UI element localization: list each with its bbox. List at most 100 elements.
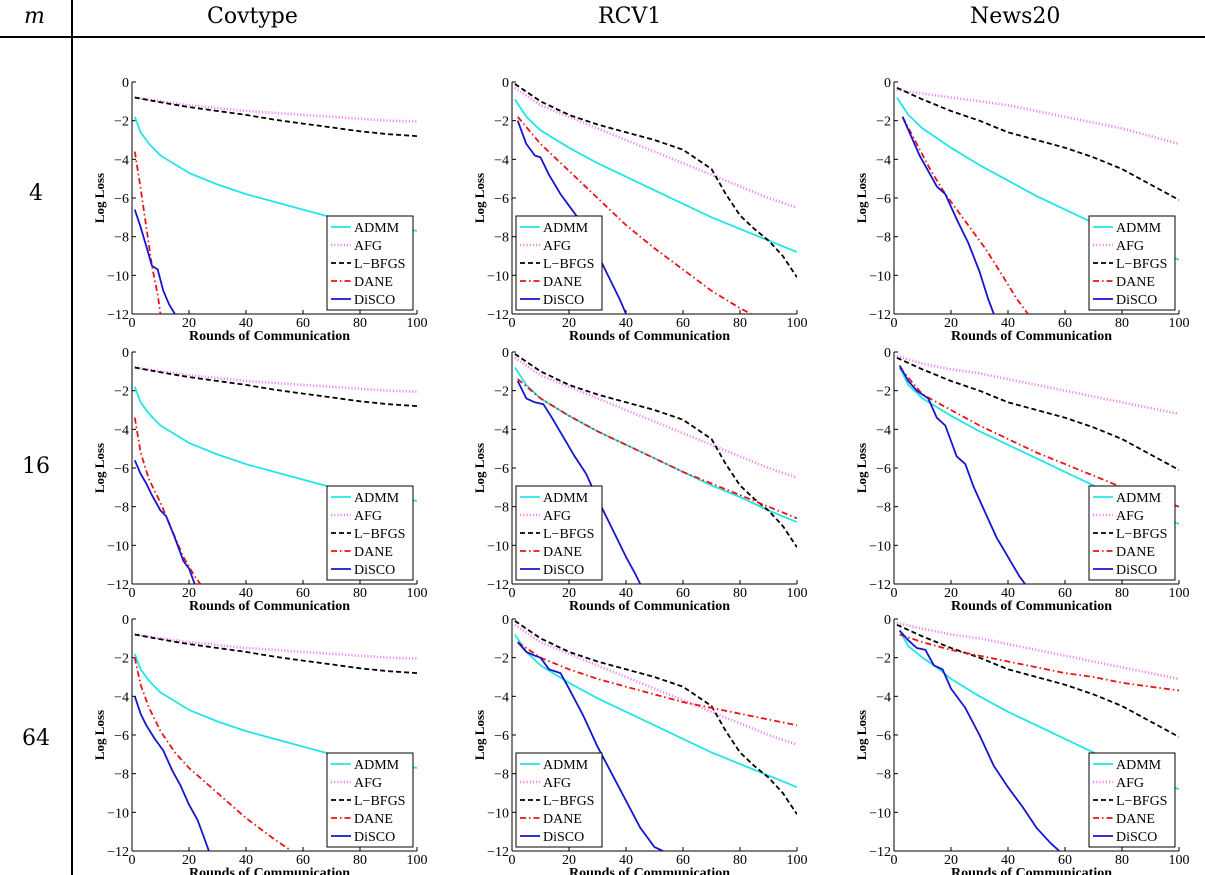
panel-r1c2-x-tick-label: 80 <box>1115 586 1129 601</box>
panel-r0c2-y-tick-label: −10 <box>869 269 891 284</box>
panel-r2c2-x-tick-label: 100 <box>1169 853 1190 868</box>
panel-r1c0-ylabel: Log Loss <box>92 443 107 493</box>
panel-r0c1-legend: ADMM AFG L−BFGS DANE DiSCO <box>515 215 603 311</box>
panel-r1c2-legend-label-admm: ADMM <box>1116 491 1162 506</box>
panel-r2c0-xlabel: Rounds of Communication <box>189 866 350 875</box>
panel-r2c1-series-l-bfgs <box>514 620 797 815</box>
panel-r2c0-x-tick-label: 100 <box>407 853 428 868</box>
panel-r0c2-x-tick-label: 80 <box>1115 316 1129 331</box>
panel-r0c0-xlabel: Rounds of Communication <box>189 329 350 344</box>
panel-r1c0-legend: ADMM AFG L−BFGS DANE DiSCO <box>326 485 414 581</box>
row-label-4: 4 <box>29 181 43 206</box>
panel-r2c2-series-disco <box>899 630 1060 851</box>
panel-r0c1-legend-label-disco: DiSCO <box>543 293 584 308</box>
panel-r2c2-y-tick-label: −12 <box>869 845 891 860</box>
panel-r1c2-series-l-bfgs <box>896 356 1179 471</box>
panel-r2c2: 0 20 40 60 80 100 0 −2 −4 −6 −8 −10 −12 Rounds of Com… <box>854 613 1190 875</box>
panel-r1c0-legend-label-dane: DANE <box>354 545 393 560</box>
panel-r0c0-legend-label-l-bfgs: L−BFGS <box>354 257 405 272</box>
panel-r1c1-x-tick-label: 80 <box>733 586 747 601</box>
panel-r1c2-legend-label-disco: DiSCO <box>1116 563 1157 578</box>
panel-r2c0-y-tick-label: −12 <box>107 845 129 860</box>
panel-r2c1: 0 20 40 60 80 100 0 −2 −4 −6 −8 −10 −12 Rounds of Com… <box>472 613 808 875</box>
panel-r0c1-series-disco <box>516 120 627 314</box>
panel-r1c1-legend: ADMM AFG L−BFGS DANE DiSCO <box>515 485 603 581</box>
panel-r1c1-x-tick-label: 40 <box>619 586 633 601</box>
panel-r1c1-series-afg <box>514 356 797 479</box>
panel-r1c1-series-group <box>514 353 797 584</box>
panel-r0c2-series-l-bfgs <box>896 86 1179 201</box>
panel-r2c0-series-afg <box>134 633 417 660</box>
col-header-news20: News20 <box>970 4 1061 29</box>
panel-r0c0-series-afg <box>134 96 417 123</box>
panel-r1c0-y-tick-label: −6 <box>114 462 129 477</box>
panel-r1c2: 0 20 40 60 80 100 0 −2 −4 −6 −8 −10 −12 Rounds of Com… <box>854 346 1190 614</box>
panel-r0c0-y-tick-label: −12 <box>107 308 129 323</box>
panel-r2c2-x-tick-label: 40 <box>1001 853 1015 868</box>
panel-r2c0-legend-label-disco: DiSCO <box>354 830 395 845</box>
panel-r2c2-series-l-bfgs <box>896 623 1179 738</box>
panel-r0c1-legend-label-l-bfgs: L−BFGS <box>543 257 594 272</box>
panel-r2c2-ylabel: Log Loss <box>854 710 869 760</box>
panel-r2c1-x-tick-label: 0 <box>509 853 516 868</box>
panel-r1c2-y-tick-label: −12 <box>869 578 891 593</box>
panel-r0c2-x-tick-label: 100 <box>1169 316 1190 331</box>
panel-r0c0-x-tick-label: 20 <box>182 316 196 331</box>
panel-r2c0-series-disco <box>133 696 210 851</box>
panel-r2c1-series-afg <box>514 623 797 746</box>
panel-r0c1-series-admm <box>514 98 797 253</box>
panel-r0c2-y-tick-label: −12 <box>869 308 891 323</box>
panel-r2c2-series-dane <box>899 633 1179 692</box>
panel-r2c2-legend-label-dane: DANE <box>1116 812 1155 827</box>
panel-r1c1-x-tick-label: 20 <box>562 586 576 601</box>
panel-r0c0-legend: ADMM AFG L−BFGS DANE DiSCO <box>326 215 414 311</box>
panel-r0c0-x-tick-label: 80 <box>353 316 367 331</box>
panel-r1c2-x-tick-label: 100 <box>1169 586 1190 601</box>
panel-r2c1-y-tick-label: −6 <box>494 729 509 744</box>
panel-r0c1-series-l-bfgs <box>514 83 797 278</box>
panel-r2c1-ylabel: Log Loss <box>472 710 487 760</box>
panel-r0c2-y-tick-label: 0 <box>884 76 891 91</box>
panel-r2c0-legend-label-afg: AFG <box>354 776 382 791</box>
panel-r2c0-x-tick-label: 0 <box>129 853 136 868</box>
panel-r0c2-xlabel: Rounds of Communication <box>951 329 1112 344</box>
panel-r1c1-legend-label-l-bfgs: L−BFGS <box>543 527 594 542</box>
panel-r2c2-y-tick-label: −6 <box>876 729 891 744</box>
panel-r0c2-x-tick-label: 20 <box>944 316 958 331</box>
panel-r1c2-x-tick-label: 60 <box>1058 586 1072 601</box>
panel-r2c1-y-tick-label: −8 <box>494 768 509 783</box>
panel-r1c0-legend-label-disco: DiSCO <box>354 563 395 578</box>
panel-r1c1-series-disco <box>516 380 642 584</box>
panel-r0c2-y-tick-label: −6 <box>876 192 891 207</box>
panel-r0c2-x-tick-label: 0 <box>891 316 898 331</box>
panel-r1c0-legend-label-afg: AFG <box>354 509 382 524</box>
panel-r2c1-x-tick-label: 20 <box>562 853 576 868</box>
panel-r2c2-x-tick-label: 80 <box>1115 853 1129 868</box>
panel-r2c0-legend: ADMM AFG L−BFGS DANE DiSCO <box>326 752 414 848</box>
panel-r2c0-y-tick-label: −2 <box>114 652 129 667</box>
panel-r1c0-series-admm <box>133 386 417 502</box>
panel-r0c0-legend-label-disco: DiSCO <box>354 293 395 308</box>
panel-r2c2-xlabel: Rounds of Communication <box>951 866 1112 875</box>
panel-r1c0-y-tick-label: −4 <box>114 423 129 438</box>
panel-r2c2-x-tick-label: 20 <box>944 853 958 868</box>
panel-r2c1-legend-label-afg: AFG <box>543 776 571 791</box>
panel-r2c1-x-tick-label: 80 <box>733 853 747 868</box>
panel-r0c1-x-tick-label: 20 <box>562 316 576 331</box>
panel-r2c0-x-tick-label: 40 <box>239 853 253 868</box>
panel-r1c0-y-tick-label: 0 <box>122 346 129 361</box>
panel-r0c1-xlabel: Rounds of Communication <box>569 329 730 344</box>
panel-r2c0-legend-label-dane: DANE <box>354 812 393 827</box>
panel-r0c1-legend-label-dane: DANE <box>543 275 582 290</box>
panel-r1c1-y-tick-label: −10 <box>487 539 509 554</box>
panel-r2c2-x-tick-label: 60 <box>1058 853 1072 868</box>
panel-r0c2-x-tick-label: 40 <box>1001 316 1015 331</box>
panel-r1c0-legend-label-l-bfgs: L−BFGS <box>354 527 405 542</box>
row-label-64: 64 <box>22 726 50 751</box>
panel-r1c1-legend-label-admm: ADMM <box>543 491 589 506</box>
panel-r1c0-series-disco <box>133 459 196 584</box>
panel-r1c1-series-l-bfgs <box>514 353 797 548</box>
panel-r2c0-x-tick-label: 80 <box>353 853 367 868</box>
panel-r2c2-legend-label-afg: AFG <box>1116 776 1144 791</box>
panel-r1c1-y-tick-label: −2 <box>494 385 509 400</box>
